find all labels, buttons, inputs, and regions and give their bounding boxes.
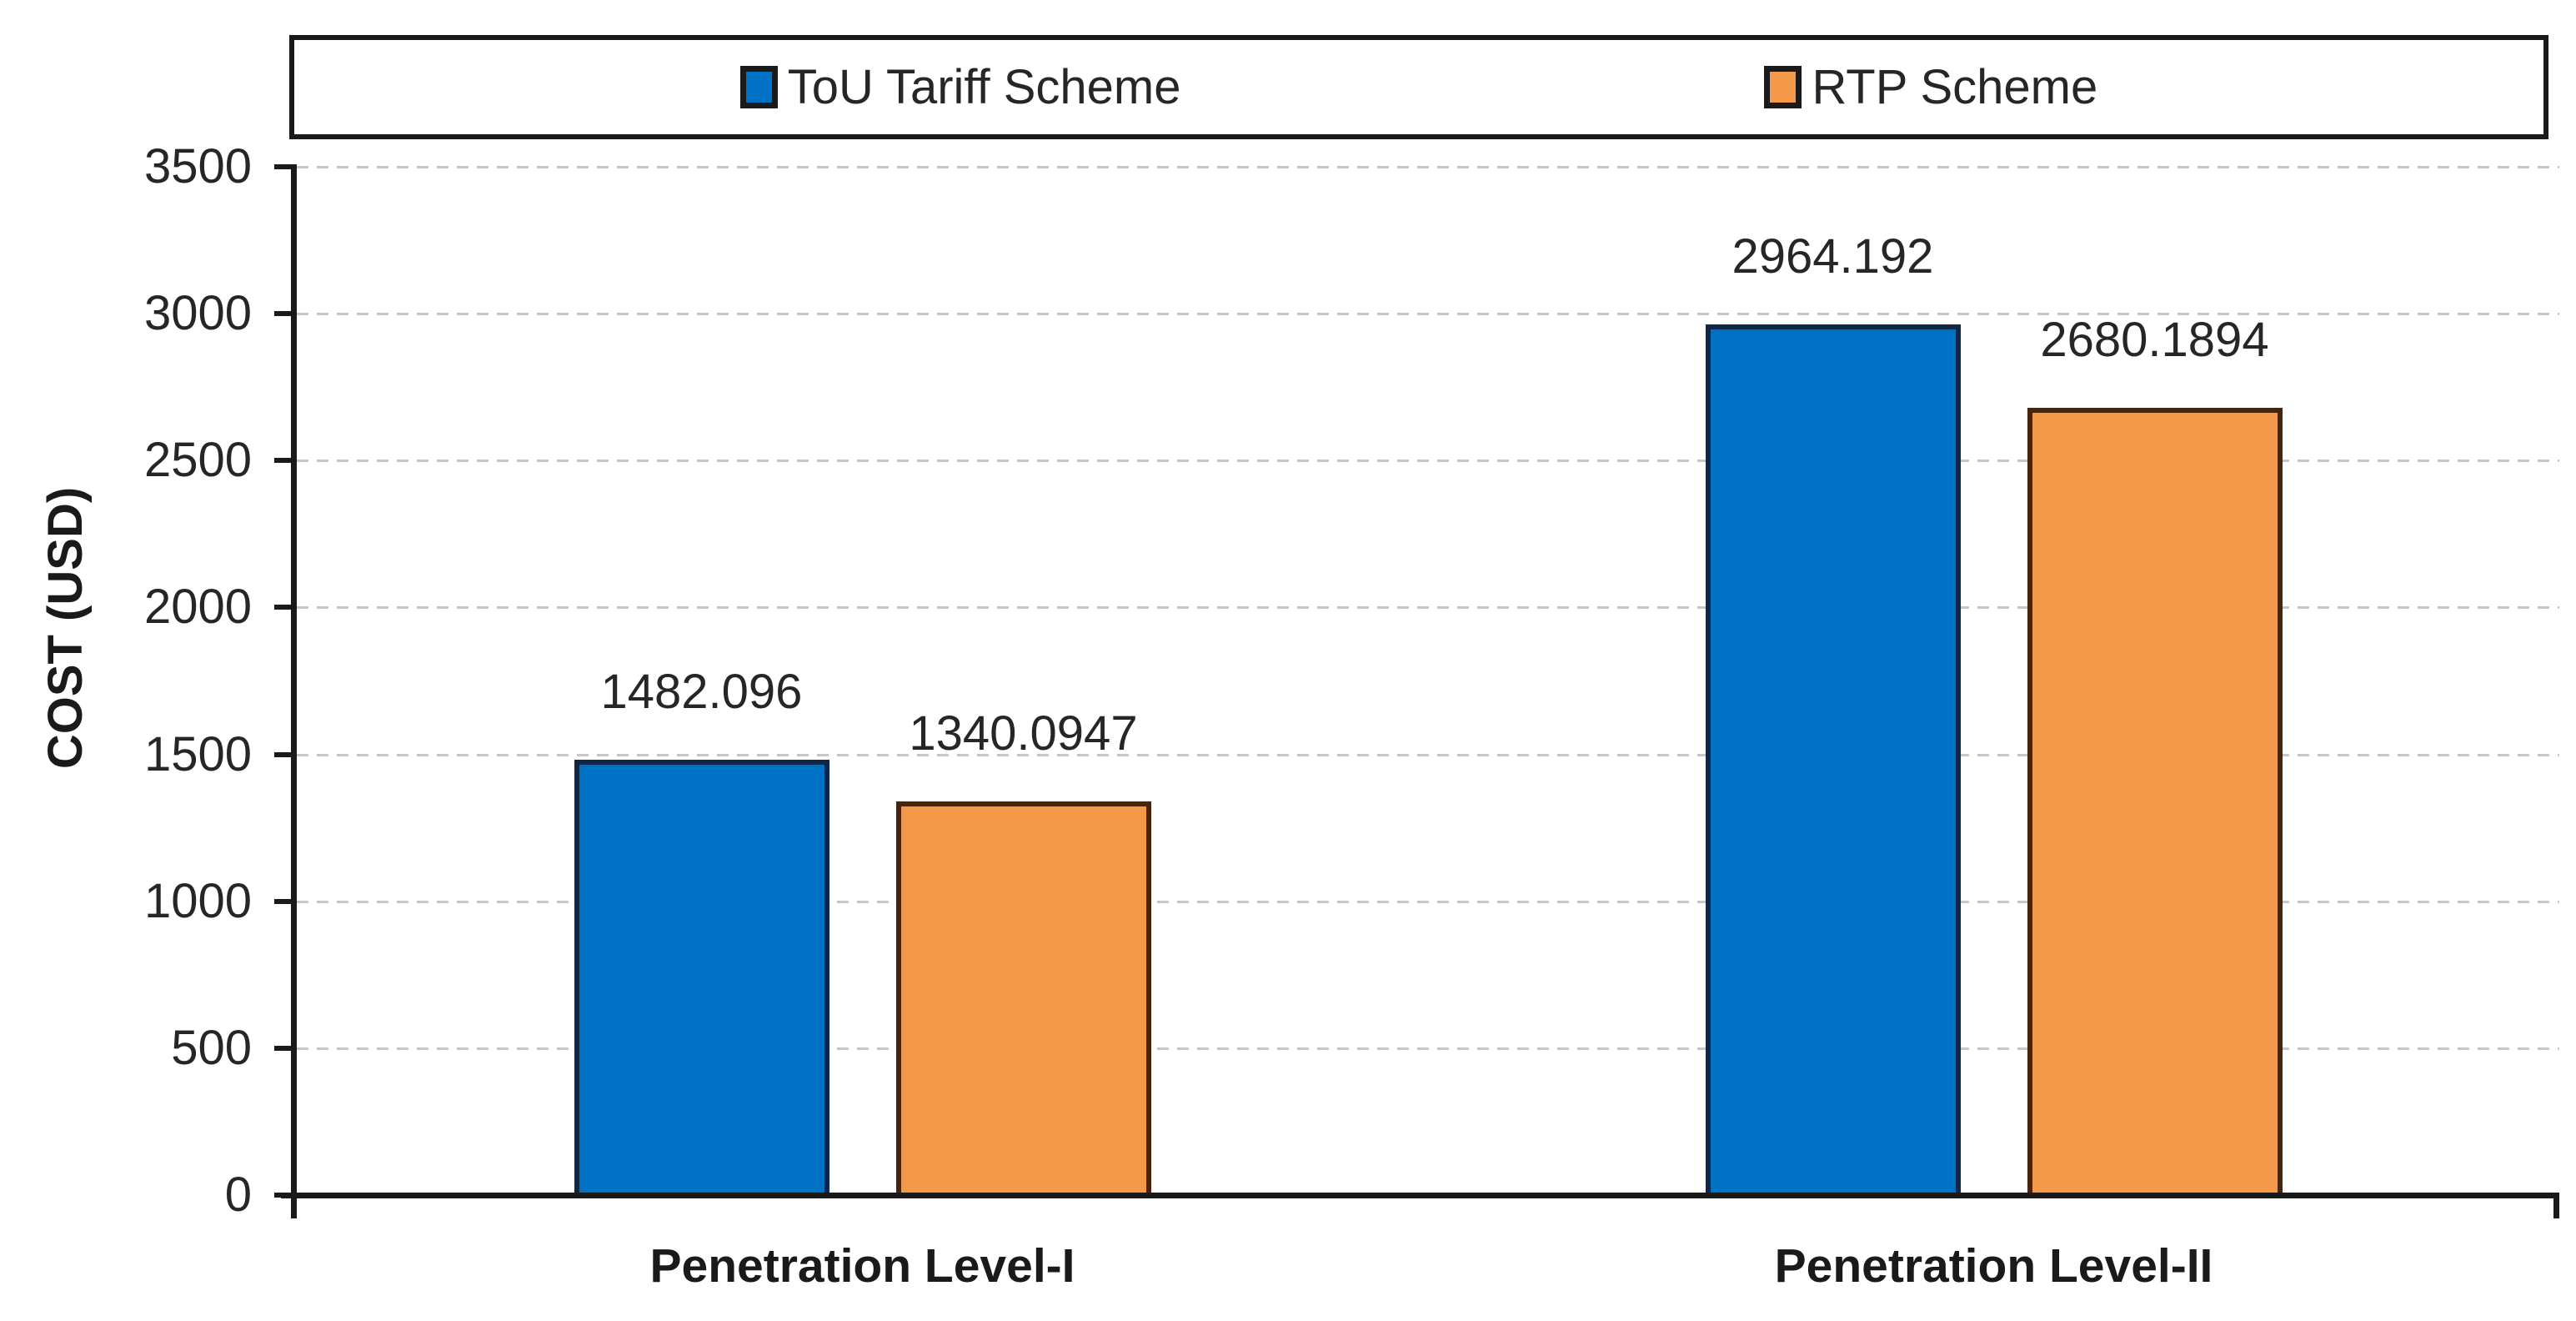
gridline-3500 (297, 166, 2559, 168)
y-tick-500 (274, 1045, 297, 1051)
y-tick-2000 (274, 605, 297, 610)
gridline-3000 (297, 313, 2559, 316)
legend: ToU Tariff Scheme RTP Scheme (289, 35, 2548, 139)
bar-value-label: 1340.0947 (909, 706, 1138, 761)
y-tick-2500 (274, 458, 297, 464)
y-tick-label-3000: 3000 (143, 286, 252, 341)
y-tick-3000 (274, 311, 297, 317)
legend-entry-tou-tariff-scheme: ToU Tariff Scheme (739, 59, 1181, 114)
bar-value-label: 2680.1894 (2040, 312, 2269, 367)
gridline-500 (297, 1047, 2559, 1050)
legend-marker-icon (1764, 66, 1802, 108)
x-category-label-1: Penetration Level-I (649, 1239, 1075, 1293)
bar-rtp-scheme-cat2 (2027, 407, 2283, 1198)
y-tick-label-1500: 1500 (143, 726, 252, 781)
legend-label: RTP Scheme (1812, 59, 2098, 114)
y-axis-line (291, 167, 297, 1218)
x-axis-line (281, 1193, 2559, 1198)
legend-marker-icon (739, 66, 778, 108)
bar-value-label: 1482.096 (600, 664, 803, 719)
x-axis-end-tick (2553, 1193, 2559, 1218)
y-tick-label-1000: 1000 (143, 873, 252, 928)
legend-label: ToU Tariff Scheme (787, 59, 1181, 114)
gridline-1500 (297, 753, 2559, 756)
bar-tou-tariff-scheme-cat1 (574, 759, 829, 1198)
y-tick-label-2500: 2500 (143, 433, 252, 488)
bar-value-label: 2964.192 (1732, 229, 1934, 284)
bar-rtp-scheme-cat1 (895, 801, 1151, 1198)
gridline-1000 (297, 900, 2559, 903)
legend-entry-rtp-scheme: RTP Scheme (1764, 59, 2098, 114)
gridline-2500 (297, 460, 2559, 463)
y-tick-1500 (274, 751, 297, 757)
y-tick-label-500: 500 (171, 1020, 252, 1075)
y-tick-label-0: 0 (224, 1168, 252, 1222)
y-tick-label-3500: 3500 (143, 139, 252, 193)
y-tick-3500 (274, 164, 297, 169)
bar-tou-tariff-scheme-cat2 (1705, 324, 1961, 1198)
gridline-2000 (297, 606, 2559, 610)
y-tick-1000 (274, 898, 297, 904)
x-category-label-2: Penetration Level-II (1774, 1239, 2213, 1293)
y-tick-label-2000: 2000 (143, 580, 252, 635)
